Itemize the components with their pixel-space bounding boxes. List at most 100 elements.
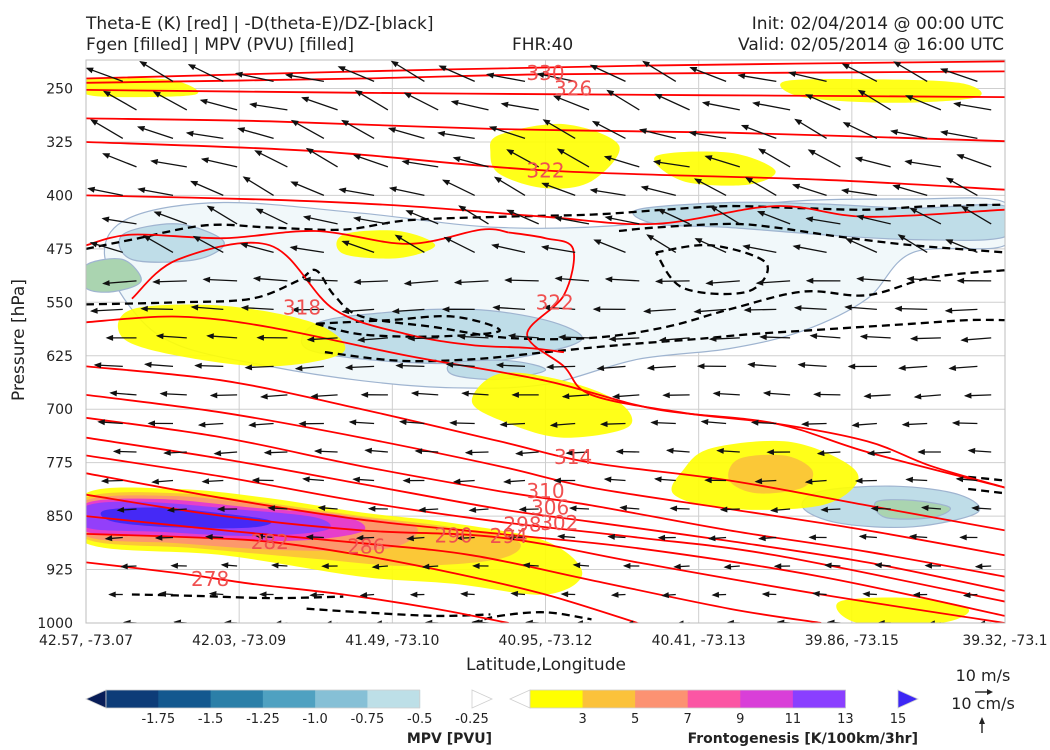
wind-vector-head bbox=[244, 364, 253, 371]
wind-vector-head bbox=[409, 591, 418, 598]
colorbar-frame bbox=[529, 689, 846, 709]
wind-vector-head bbox=[407, 335, 415, 342]
wind-vector-head bbox=[140, 305, 148, 312]
colorbar-swatch bbox=[530, 690, 584, 708]
y-tick-label: 550 bbox=[46, 295, 73, 311]
wind-vector-head bbox=[951, 420, 960, 427]
wind-vector-head bbox=[824, 562, 832, 569]
x-tick-label: 39.86, -73.15 bbox=[805, 633, 899, 649]
wind-vector-head bbox=[650, 419, 658, 426]
wind-vector-head bbox=[792, 244, 801, 251]
wind-vector-head bbox=[642, 60, 650, 68]
colorbar-tick-label: 15 bbox=[890, 712, 907, 727]
wind-vector-head bbox=[707, 535, 716, 542]
wind-vector-head bbox=[694, 238, 703, 244]
wind-vector bbox=[452, 100, 489, 111]
wind-vector-head bbox=[240, 242, 249, 249]
colorbar-swatch bbox=[106, 690, 159, 708]
x-axis-ticks: 42.57, -73.07 42.03, -73.09 41.49, -73.10 4… bbox=[39, 633, 1048, 649]
wind-vector-head bbox=[673, 563, 681, 570]
wind-vector-head bbox=[206, 333, 214, 340]
theta-e-contour bbox=[86, 394, 1005, 557]
wind-vector-head bbox=[240, 305, 249, 311]
wind-vector-head bbox=[712, 390, 721, 397]
wind-vector-head bbox=[841, 188, 849, 195]
colorbar-tick-label: -1.25 bbox=[246, 712, 280, 727]
theta-e-label: 278 bbox=[191, 567, 229, 591]
wind-vector-head bbox=[353, 278, 361, 285]
colorbar-tick-label: -0.25 bbox=[455, 712, 489, 727]
wind-vector-head bbox=[905, 95, 914, 101]
wind-vector-head bbox=[499, 421, 508, 428]
wind-vector-head bbox=[475, 619, 483, 623]
wind-vector-head bbox=[217, 506, 225, 512]
wind-vector-head bbox=[90, 307, 98, 314]
theta-e-contours bbox=[86, 60, 1005, 623]
wind-vector-head bbox=[816, 450, 825, 457]
wind-vector-head bbox=[558, 334, 566, 341]
theta-e-contour bbox=[86, 365, 1005, 532]
theta-e-label: 314 bbox=[554, 445, 592, 469]
wind-vector-head bbox=[116, 506, 125, 513]
wind-vector-head bbox=[267, 505, 275, 512]
wind-vector-head bbox=[298, 420, 306, 427]
y-axis-label: Pressure [hPa] bbox=[9, 279, 29, 401]
wind-vector-head bbox=[317, 505, 326, 511]
wind-vector-head bbox=[248, 421, 256, 428]
wind-vector-head bbox=[453, 279, 462, 286]
wind-vector-head bbox=[208, 591, 217, 597]
wind-vector-head bbox=[338, 187, 347, 194]
wind-vector-head bbox=[242, 176, 251, 183]
wind-vector-head bbox=[367, 505, 376, 512]
theta-e-contour bbox=[86, 493, 1005, 623]
wind-vector-head bbox=[646, 364, 655, 371]
wind-vector-head bbox=[341, 240, 350, 247]
wind-vector-head bbox=[856, 214, 865, 221]
wind-vector-head bbox=[953, 101, 961, 108]
wind-vector-head bbox=[354, 90, 363, 97]
colorbar-tick-label: 9 bbox=[736, 712, 744, 727]
wind-vector-head bbox=[506, 209, 515, 216]
wind-vector-head bbox=[424, 619, 433, 623]
wind-vector-head bbox=[209, 392, 218, 399]
colorbar-tick-label: -0.75 bbox=[351, 712, 385, 727]
wind-vector-head bbox=[504, 277, 512, 284]
wind-vector-head bbox=[719, 506, 728, 513]
wind-vector bbox=[894, 61, 928, 82]
mpv-colorbar: -1.75 -1.5 -1.25 -1.0 -0.75 -0.5 -0.25 MPV [PVU… bbox=[85, 689, 493, 747]
wind-vector-head bbox=[464, 449, 473, 456]
colorbar-tick-label: -1.75 bbox=[141, 712, 175, 727]
colorbar-extend-right bbox=[897, 689, 919, 709]
wind-vector-head bbox=[309, 591, 317, 598]
wind-vector-head bbox=[443, 236, 452, 243]
wind-vector-head bbox=[807, 149, 816, 156]
wind-vector bbox=[355, 90, 389, 111]
y-tick-label: 325 bbox=[46, 135, 73, 151]
wind-vector bbox=[238, 127, 274, 140]
theta-e-contour bbox=[86, 436, 1005, 592]
wind-vector-head bbox=[458, 205, 467, 212]
wind-vector-head bbox=[743, 306, 752, 313]
wind-vector bbox=[153, 91, 188, 111]
wind-vector-head bbox=[326, 620, 332, 623]
frontogenesis-region bbox=[836, 597, 970, 623]
wind-vector-head bbox=[305, 147, 314, 155]
wind-vector-head bbox=[809, 333, 818, 340]
wind-vector-head bbox=[394, 234, 403, 241]
wind-vector-head bbox=[565, 449, 573, 456]
wind-vector-head bbox=[708, 335, 717, 342]
wind-vector-head bbox=[506, 149, 515, 156]
y-tick-label: 625 bbox=[46, 349, 73, 365]
y-tick-label: 700 bbox=[46, 402, 73, 418]
wind-vector-head bbox=[688, 130, 697, 137]
mpv-region bbox=[632, 201, 1005, 241]
wind-vector-head bbox=[452, 156, 461, 163]
colorbar-swatch bbox=[262, 690, 316, 708]
colorbar-swatch bbox=[582, 690, 636, 708]
wind-vector bbox=[487, 73, 526, 83]
wind-vector-head bbox=[541, 244, 549, 251]
wind-vector-head bbox=[640, 185, 649, 192]
wind-vector-head bbox=[192, 235, 201, 243]
wind-vector-head bbox=[190, 180, 199, 187]
